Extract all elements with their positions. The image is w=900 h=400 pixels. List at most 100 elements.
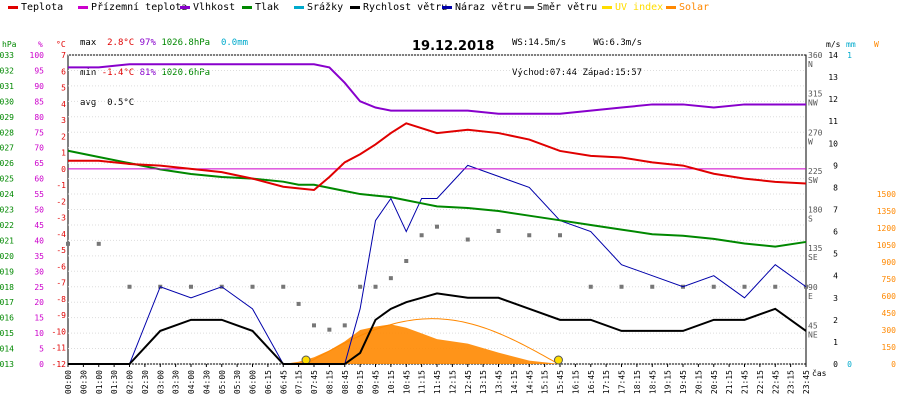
hpa-tick-label: 1032 <box>0 66 14 75</box>
wind-direction-point <box>527 233 532 238</box>
ms-tick-label: 9 <box>833 161 838 170</box>
pct-tick-label: 60 <box>34 175 44 184</box>
pct-tick-label: 90 <box>34 82 44 91</box>
x-tick-label: 05:30 <box>233 370 242 394</box>
legend-swatch <box>442 5 452 9</box>
dir-deg-label: 135 <box>808 244 823 253</box>
legend-item-tlak: Tlak <box>242 2 279 13</box>
pct-tick-label: 50 <box>34 206 44 215</box>
celsius-axis-label: °C <box>56 40 66 49</box>
x-tick-label: 02:00 <box>126 370 135 394</box>
wind-direction-point <box>496 228 501 233</box>
w-tick-label: 450 <box>882 309 897 318</box>
legend-label: Vlhkost <box>193 2 236 13</box>
wind-direction-point <box>773 284 778 289</box>
wind-direction-point <box>465 237 470 242</box>
stats-max-row: max 2.8°C 97% 1026.8hPa 0.0mm <box>80 38 248 48</box>
legend-label: Tlak <box>255 2 280 13</box>
x-tick-label: 23:45 <box>802 370 811 394</box>
celsius-tick-label: -12 <box>52 360 67 369</box>
x-tick-label: 09:15 <box>356 370 365 394</box>
wind-direction-point <box>404 259 409 263</box>
legend-label: Přízemní teplota <box>91 2 188 13</box>
x-tick-label: 23:15 <box>787 370 796 394</box>
sunset-marker <box>553 355 563 365</box>
x-tick-label: 07:45 <box>310 370 319 394</box>
stats-avg-temp: 0.5°C <box>107 98 135 108</box>
x-tick-label: 09:45 <box>372 370 381 394</box>
legend-swatch <box>666 5 676 9</box>
wind-direction-point <box>419 233 424 238</box>
x-tick-label: 11:15 <box>418 370 427 394</box>
hpa-tick-label: 1026 <box>0 159 14 168</box>
pct-tick-label: 80 <box>34 113 44 122</box>
celsius-tick-label: -4 <box>56 230 66 239</box>
hpa-tick-label: 1031 <box>0 82 14 91</box>
hpa-tick-label: 1018 <box>0 283 14 292</box>
celsius-tick-label: -7 <box>56 279 66 288</box>
pct-tick-label: 70 <box>34 144 44 153</box>
dir-deg-label: 180 <box>808 206 823 215</box>
x-tick-label: 12:45 <box>464 370 473 394</box>
legend-label: Směr větru <box>537 2 598 13</box>
x-tick-label: 18:45 <box>648 370 657 394</box>
celsius-tick-label: 5 <box>61 84 66 93</box>
dir-compass-label: NW <box>808 99 818 108</box>
series-wind-speed-line <box>68 292 807 365</box>
wind-direction-point <box>96 241 101 246</box>
dir-compass-label: W <box>808 137 813 146</box>
hpa-tick-label: 1023 <box>0 206 14 215</box>
celsius-tick-label: -8 <box>56 295 66 304</box>
dir-deg-label: 315 <box>808 90 823 99</box>
pct-tick-label: 25 <box>34 283 44 292</box>
pct-tick-label: 15 <box>34 314 44 323</box>
wind-direction-point <box>558 233 562 238</box>
ms-tick-label: 8 <box>833 183 838 192</box>
legend-swatch <box>8 5 18 9</box>
celsius-tick-label: 2 <box>61 132 66 141</box>
hpa-tick-label: 1014 <box>0 345 14 354</box>
ms-tick-label: 7 <box>833 206 838 215</box>
x-tick-label: 01:00 <box>95 370 104 394</box>
ms-tick-label: 3 <box>833 294 838 303</box>
series-humidity-line <box>68 63 806 115</box>
x-tick-label: 21:15 <box>725 370 734 394</box>
x-tick-label: 17:15 <box>602 370 611 394</box>
celsius-tick-label: -9 <box>56 311 66 320</box>
hpa-tick-label: 1029 <box>0 113 14 122</box>
legend-swatch <box>294 5 304 9</box>
legend: Teplota Přízemní teplota Vlhkost Tlak Sr… <box>0 0 900 18</box>
wind-direction-point <box>296 301 301 306</box>
w-tick-label: 1050 <box>877 241 896 250</box>
stats-avg-row: avg 0.5°C <box>80 98 248 108</box>
hpa-tick-label: 1013 <box>0 360 14 369</box>
stats-min-hum: 81% <box>139 68 156 78</box>
hpa-tick-label: 1028 <box>0 128 14 137</box>
wind-direction-point <box>250 284 255 289</box>
celsius-tick-label: 0 <box>61 165 66 174</box>
x-tick-label: 04:00 <box>187 370 196 394</box>
x-tick-label: 18:15 <box>633 370 642 394</box>
wind-direction-point <box>189 284 193 289</box>
hpa-tick-label: 1015 <box>0 329 14 338</box>
wind-direction-point <box>312 323 316 328</box>
legend-item-srazky: Srážky <box>294 2 343 13</box>
legend-swatch <box>78 5 88 9</box>
pct-tick-label: 100 <box>30 51 45 60</box>
hpa-tick-label: 1019 <box>0 267 14 276</box>
dir-compass-label: S <box>808 215 813 224</box>
celsius-tick-label: -1 <box>56 181 66 190</box>
x-tick-label: 22:15 <box>756 370 765 394</box>
mm-tick-label: 1 <box>847 51 852 60</box>
ms-tick-label: 10 <box>828 139 838 148</box>
legend-item-smer-vetru: Směr větru <box>524 2 597 13</box>
ms-axis-label: m/s <box>826 40 841 49</box>
x-tick-label: 06:00 <box>249 370 258 394</box>
celsius-tick-label: -11 <box>52 344 67 353</box>
legend-label: Srážky <box>307 2 344 13</box>
celsius-tick-label: 1 <box>61 149 66 158</box>
pct-tick-label: 85 <box>34 97 44 106</box>
celsius-tick-label: -3 <box>56 214 66 223</box>
x-tick-label: 15:15 <box>541 370 550 394</box>
